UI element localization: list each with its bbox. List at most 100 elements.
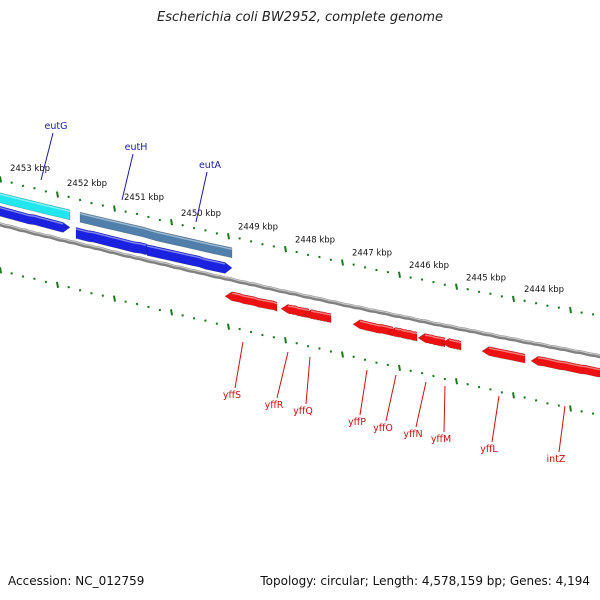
gene-red-3 [352, 319, 394, 337]
minor-tick [352, 355, 355, 358]
major-tick [455, 283, 458, 290]
minor-tick [489, 388, 492, 391]
minor-tick [147, 215, 150, 219]
minor-tick [33, 277, 36, 281]
gene-red-3-shine [359, 320, 394, 330]
leader-yffQ [305, 356, 311, 405]
minor-tick [580, 311, 583, 314]
gene-label-yffL: yffL [480, 444, 498, 455]
minor-tick [78, 198, 82, 202]
gene-label-intZ: intZ [547, 454, 566, 465]
minor-tick [90, 201, 93, 205]
gene-label-yffQ: yffQ [293, 406, 313, 417]
minor-tick [432, 280, 435, 284]
leader-yffN [415, 381, 427, 428]
minor-tick [124, 300, 127, 303]
minor-tick [443, 283, 447, 286]
minor-tick [44, 280, 48, 284]
scale-label: 2450 kbp [181, 209, 221, 219]
minor-tick [363, 358, 367, 361]
minor-tick [181, 223, 184, 227]
minor-tick [21, 184, 25, 188]
minor-tick [557, 404, 561, 407]
major-tick [398, 271, 401, 278]
gene-label-eutH: eutH [125, 142, 148, 153]
minor-tick [261, 333, 264, 337]
gene-red-8-shine [537, 357, 600, 371]
leader-eutA [195, 171, 208, 223]
scale-label: 2445 kbp [466, 273, 506, 283]
minor-tick [215, 232, 219, 235]
minor-tick [135, 212, 139, 216]
minor-tick [523, 396, 526, 399]
major-tick [170, 219, 173, 226]
gene-label-yffO: yffO [373, 423, 393, 434]
minor-tick [10, 181, 13, 184]
minor-tick [124, 210, 127, 213]
minor-tick [432, 374, 435, 378]
gene-eutH-shine [79, 213, 233, 250]
gene-red-6 [441, 338, 462, 351]
scale-label: 2446 kbp [409, 261, 449, 271]
major-tick [56, 191, 59, 198]
gene-eutG [0, 192, 71, 221]
minor-tick [409, 276, 412, 279]
minor-tick [249, 330, 253, 334]
minor-tick [261, 242, 264, 246]
major-tick [569, 306, 572, 314]
gene-red-2 [303, 309, 332, 324]
leader-eutG [40, 132, 54, 181]
minor-tick [101, 204, 105, 207]
minor-tick [329, 258, 333, 261]
minor-tick [500, 391, 504, 394]
minor-tick [295, 342, 298, 345]
gene-eutG-lower-shine [0, 207, 64, 225]
minor-tick [295, 250, 298, 254]
minor-tick [386, 363, 390, 367]
gene-red-6-shine [449, 339, 461, 344]
minor-tick [466, 288, 469, 291]
scale-label: 2449 kbp [238, 222, 278, 232]
minor-tick [21, 275, 25, 278]
gene-eutA-shine [146, 245, 226, 265]
map-title: Escherichia coli BW2952, complete genome [157, 10, 443, 25]
minor-tick [158, 218, 162, 222]
minor-tick [78, 289, 82, 292]
gene-red-5 [417, 333, 446, 348]
major-tick [341, 351, 344, 358]
minor-tick [215, 322, 219, 325]
minor-tick [420, 371, 424, 375]
leader-yffP [359, 369, 368, 416]
gene-eutA [146, 244, 233, 274]
minor-tick [420, 278, 424, 281]
minor-tick [318, 347, 321, 350]
major-tick [284, 337, 287, 344]
major-tick [227, 233, 230, 240]
gene-label-yffS: yffS [223, 390, 241, 401]
gene-eutG-shine [0, 193, 71, 213]
leader-yffR [276, 351, 289, 399]
gene-red-1-shine [287, 305, 310, 312]
minor-tick [135, 302, 139, 306]
minor-tick [238, 237, 241, 240]
gene-eutG-lower [0, 205, 71, 233]
minor-tick [466, 382, 469, 386]
minor-tick [192, 317, 196, 320]
minor-tick [204, 229, 207, 232]
minor-tick [557, 306, 561, 309]
minor-tick [523, 299, 526, 303]
minor-tick [306, 253, 310, 257]
scale-label: 2444 kbp [524, 285, 564, 295]
leader-intZ [558, 405, 566, 453]
leader-yffM [443, 385, 446, 433]
minor-tick [67, 195, 70, 199]
major-tick [512, 295, 515, 303]
gene-label-yffN: yffN [403, 429, 422, 440]
major-tick [455, 378, 458, 385]
gene-red-8 [530, 356, 600, 378]
gene-red-7 [481, 346, 526, 364]
minor-tick [67, 285, 70, 289]
minor-tick [306, 345, 310, 348]
